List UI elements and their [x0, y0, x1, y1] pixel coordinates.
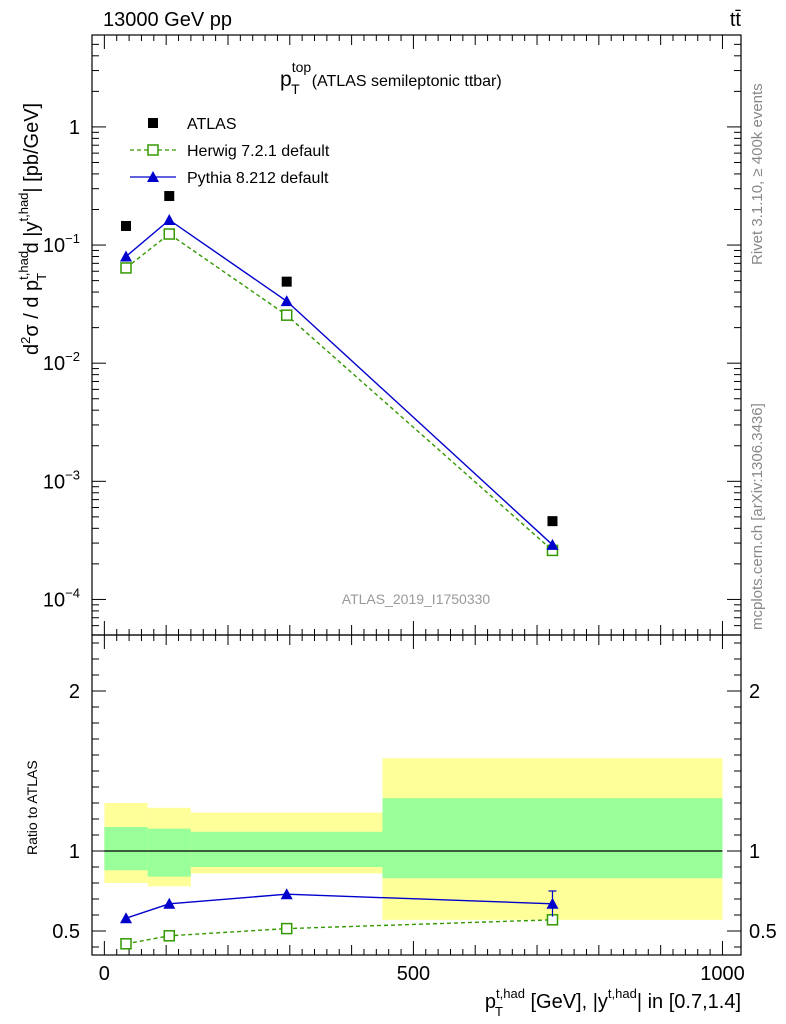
stat-uncertainty-band: [147, 828, 191, 877]
main-y-tick-base: 1: [69, 117, 80, 139]
ratio-y-tick-label-right: 1: [749, 841, 760, 863]
ratio-y-tick-label-left: 2: [69, 681, 80, 703]
pythia-point: [280, 888, 293, 900]
legend: ATLAS Herwig 7.2.1 default Pythia 8.212 …: [130, 116, 330, 187]
xlabel-mid: [GeV], |y: [525, 991, 608, 1013]
pythia-point: [546, 897, 559, 909]
pythia-point: [163, 897, 176, 909]
main-y-tick-exp: −1: [65, 231, 80, 246]
legend-pythia-marker: [147, 171, 159, 182]
rivet-label: Rivet 3.1.10, ≥ 400k events: [749, 83, 766, 265]
ratio-y-tick-label-left: 0.5: [52, 921, 80, 943]
main-y-tick-exp: −2: [65, 349, 80, 364]
ylabel-d2: d: [21, 344, 43, 355]
ylabel-sup2: t,had: [16, 193, 31, 222]
ratio-plot-frame: [91, 634, 742, 956]
pythia-point: [119, 912, 132, 924]
main-y-tick-base: 10: [43, 353, 65, 375]
pythia-ratio-line: [125, 893, 553, 919]
main-y-tick-label: 10−1: [43, 231, 80, 257]
pythia-line: [125, 219, 553, 546]
main-y-tick-label: 10−3: [43, 467, 80, 493]
x-axis-label: pt,had T [GeV], |yt,had| in [0.7,1.4]: [485, 986, 741, 1019]
atlas-data-point: [120, 220, 131, 231]
pythia-point: [163, 213, 176, 225]
pythia-point: [280, 295, 293, 307]
mcplots-label: mcplots.cern.ch [arXiv:1306.3436]: [749, 403, 766, 630]
x-tick-label: 0: [99, 963, 110, 985]
analysis-watermark: ATLAS_2019_I1750330: [342, 591, 491, 607]
main-y-tick-exp: −3: [65, 467, 80, 482]
process-label: tt̄: [730, 9, 742, 31]
xlabel-sub: T: [495, 1004, 503, 1019]
main-y-axis-label: d2σ / d pt,had T d |yt,had| [pb/GeV]: [16, 103, 49, 355]
ylabel-sup1: t,had: [16, 251, 31, 280]
ratio-y-axis-label: Ratio to ATLAS: [24, 760, 40, 855]
ylabel-end: | [pb/GeV]: [21, 103, 43, 193]
title-text: (ATLAS semileptonic ttbar): [312, 73, 502, 90]
legend-atlas-marker: [148, 118, 158, 128]
title-sub: T: [291, 81, 300, 97]
ratio-y-tick-label-left: 1: [69, 841, 80, 863]
stat-uncertainty-band: [104, 827, 148, 871]
ratio-y-tick-label-right: 0.5: [749, 921, 777, 943]
pythia-point: [119, 250, 132, 262]
main-y-tick-base: 10: [43, 235, 65, 257]
ratio-series: [119, 888, 559, 950]
stat-uncertainty-band: [382, 798, 723, 879]
title-sup: top: [292, 59, 312, 75]
xlabel-p: p: [485, 991, 496, 1013]
main-series: [119, 191, 559, 557]
atlas-data-point: [281, 276, 292, 287]
herwig-ratio-line: [125, 919, 553, 945]
herwig-point: [280, 309, 293, 321]
main-y-tick-label: 1: [69, 117, 80, 139]
ylabel-sub1: T: [34, 273, 49, 281]
pythia-point: [546, 538, 559, 550]
atlas-data-point: [164, 191, 175, 202]
herwig-line: [125, 233, 553, 551]
legend-pythia-label: Pythia 8.212 default: [187, 170, 329, 187]
main-y-tick-base: 10: [43, 471, 65, 493]
ylabel-2: 2: [18, 337, 33, 344]
xlabel-sup1: t,had: [496, 986, 525, 1001]
herwig-point: [163, 228, 176, 240]
xlabel-end: | in [0.7,1.4]: [637, 991, 741, 1013]
herwig-point: [280, 922, 293, 935]
x-tick-label: 500: [397, 963, 430, 985]
title-var: p: [280, 68, 292, 91]
ratio-y-tick-label-right: 2: [749, 681, 760, 703]
stat-uncertainty-band: [190, 831, 383, 867]
herwig-point: [163, 930, 176, 942]
atlas-data-point: [547, 516, 558, 527]
xlabel-sup2: t,had: [608, 986, 637, 1001]
legend-herwig-label: Herwig 7.2.1 default: [187, 143, 330, 160]
ylabel-mid: d |y: [21, 222, 43, 259]
x-tick-label: 1000: [700, 963, 745, 985]
plot-title: ptop T (ATLAS semileptonic ttbar): [280, 59, 502, 97]
herwig-point: [120, 262, 132, 274]
main-y-tick-base: 10: [43, 589, 65, 611]
main-y-tick-label: 10−4: [43, 585, 80, 611]
ratio-uncertainty-bands: [104, 758, 723, 920]
legend-herwig-marker: [147, 144, 159, 156]
main-y-tick-label: 10−2: [43, 349, 80, 375]
energy-label: 13000 GeV pp: [103, 9, 232, 31]
main-y-tick-exp: −4: [65, 585, 80, 600]
ylabel-sigma: σ / d p: [21, 280, 43, 337]
herwig-point: [120, 938, 132, 950]
legend-atlas-label: ATLAS: [187, 116, 237, 133]
